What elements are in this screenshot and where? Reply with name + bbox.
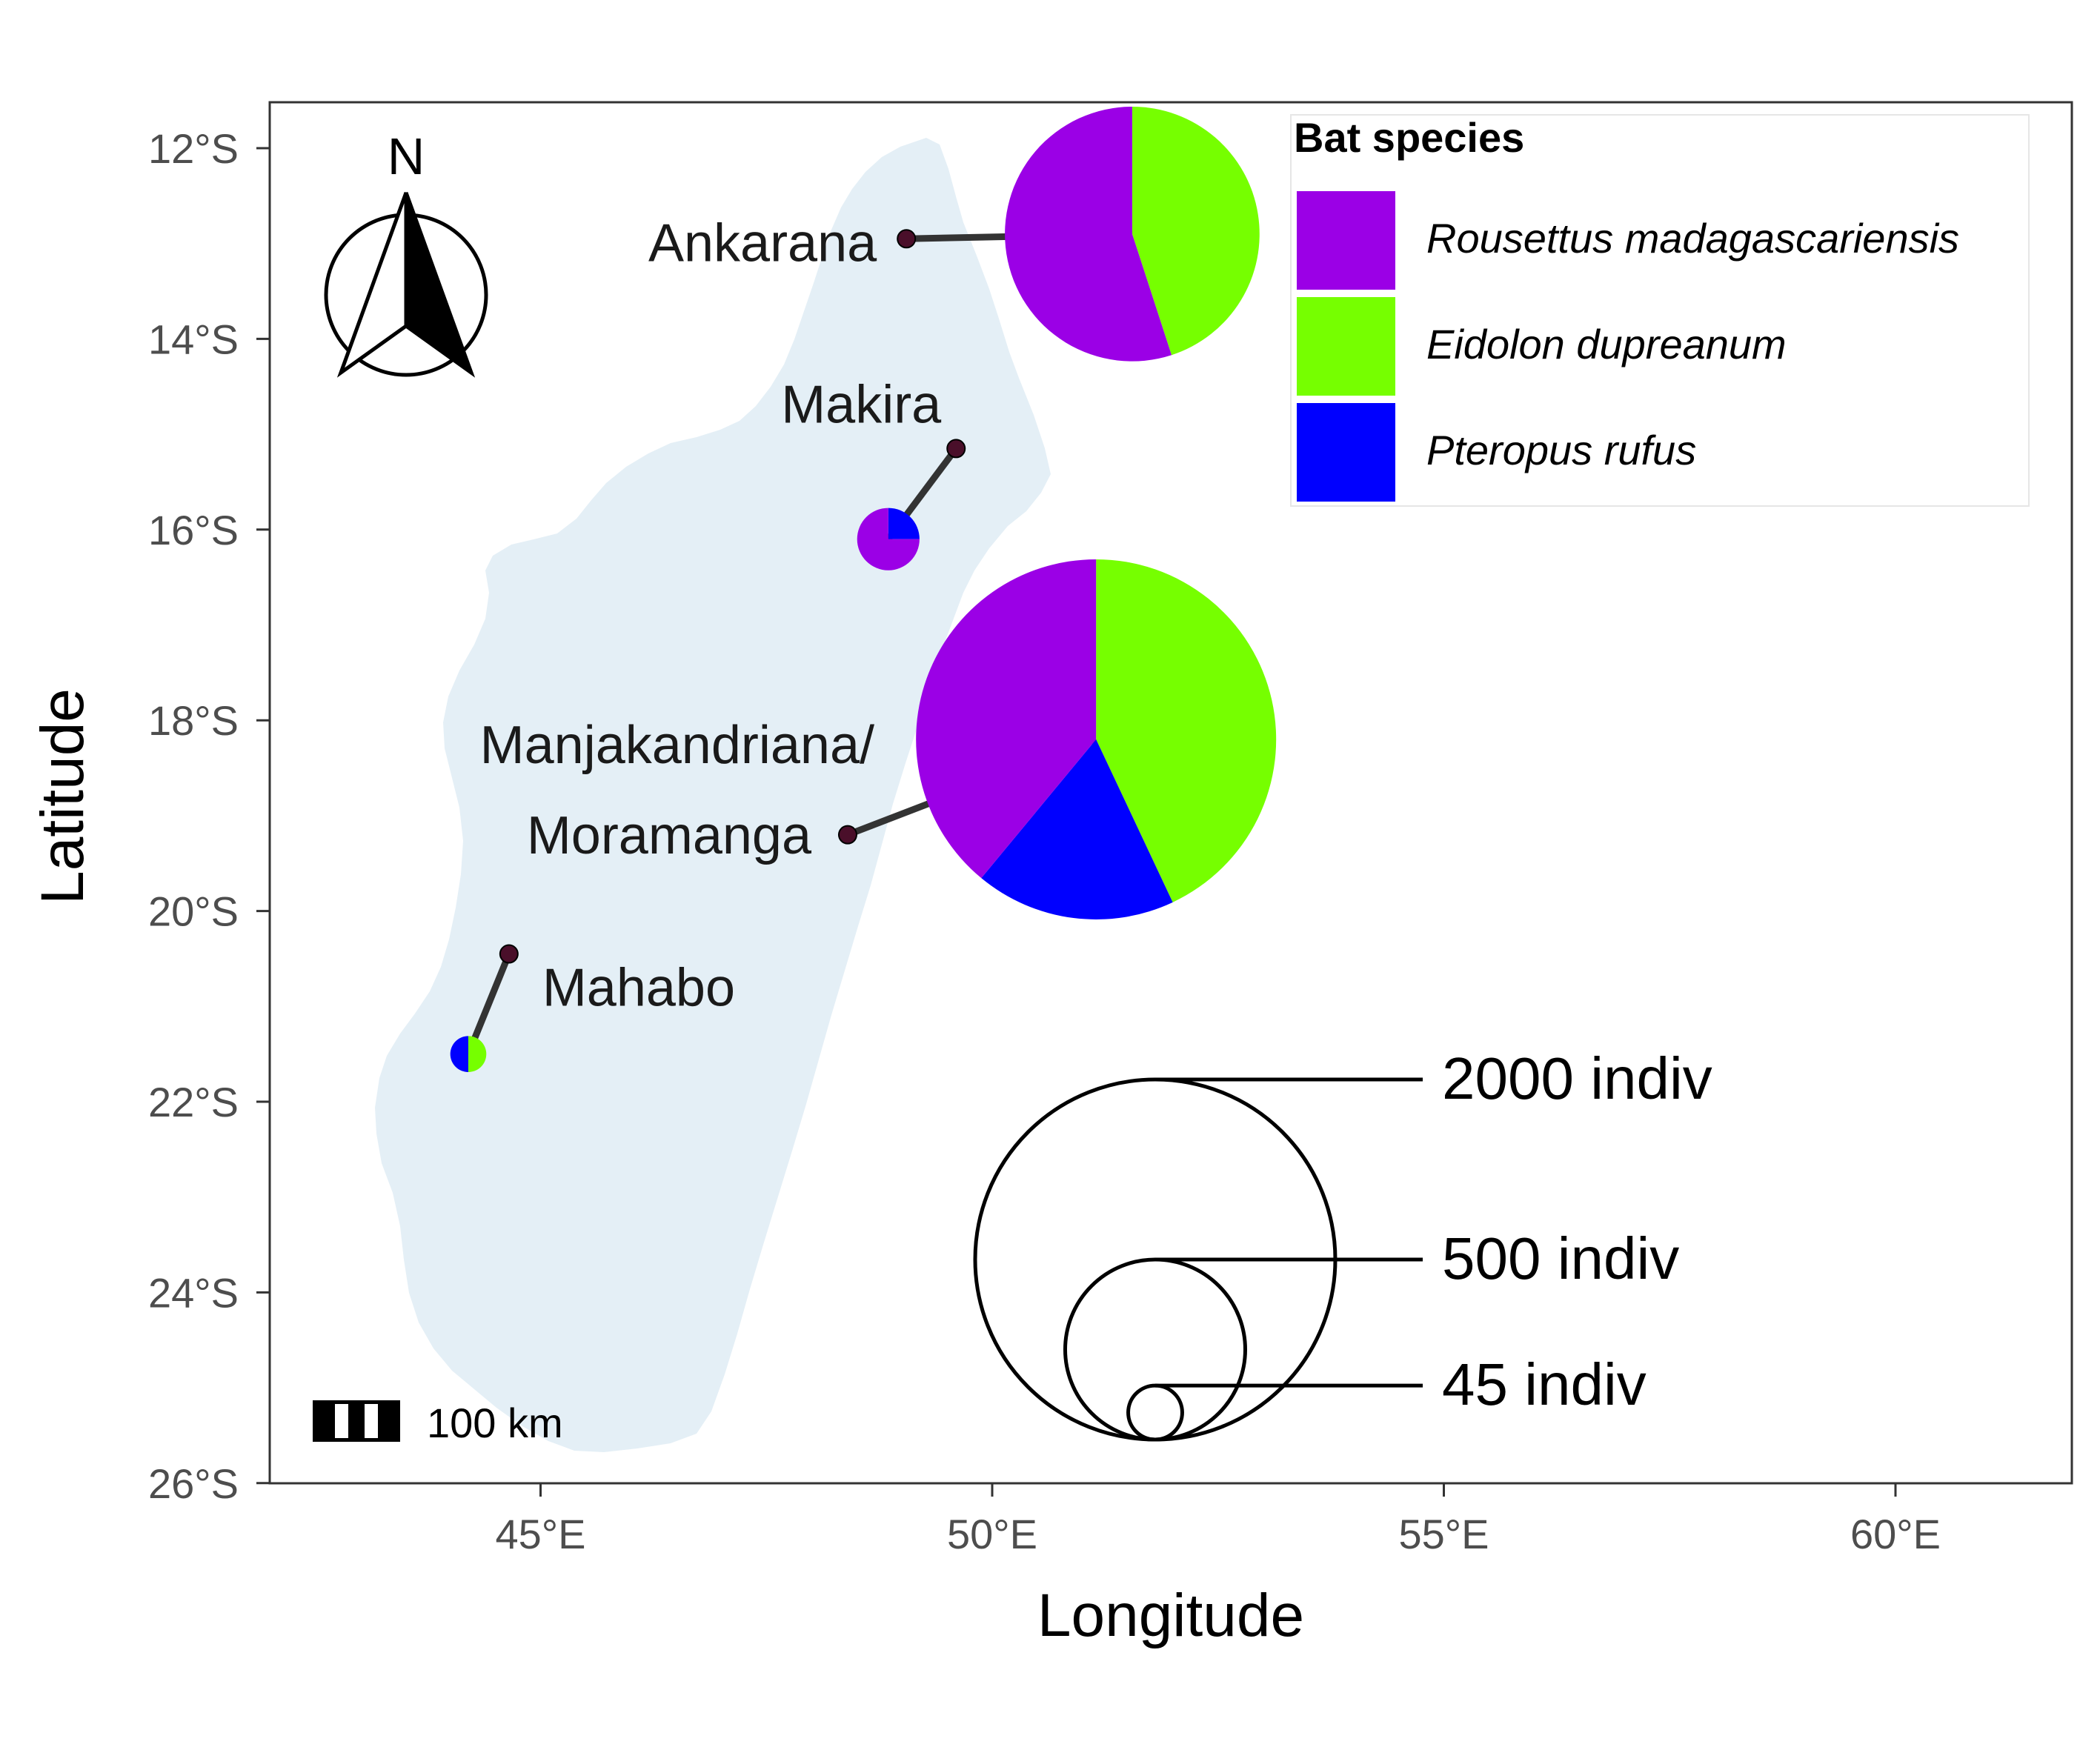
x-tick-label: 55°E: [1398, 1511, 1489, 1557]
legend-frame: [1290, 114, 2030, 507]
legend-swatch: [1297, 191, 1395, 290]
site-point: [897, 229, 917, 249]
site-label: Makira: [781, 375, 942, 434]
pie-slice: [1096, 559, 1277, 902]
size-legend-label: 500 indiv: [1442, 1225, 1679, 1291]
y-tick-label: 12°S: [148, 125, 239, 172]
legend-swatch: [1297, 403, 1395, 502]
site-label: Ankarana: [648, 213, 877, 273]
pie-slice: [857, 508, 920, 570]
site-point: [837, 825, 857, 845]
pie-slice: [1132, 107, 1260, 356]
scale-bar-label: 100 km: [427, 1400, 563, 1446]
legend-swatch: [1297, 297, 1395, 396]
site-point: [946, 439, 966, 459]
y-tick-label: 14°S: [148, 316, 239, 362]
y-tick-label: 24°S: [148, 1269, 239, 1316]
legend-label: Pteropus rufus: [1426, 427, 1696, 473]
legend-label: Eidolon dupreanum: [1426, 321, 1787, 367]
y-tick-label: 26°S: [148, 1460, 239, 1507]
pie-slice: [888, 508, 920, 539]
x-tick-label: 50°E: [947, 1511, 1037, 1557]
legend-label: Rousettus madagascariensis: [1426, 215, 1959, 262]
size-legend-label: 45 indiv: [1442, 1351, 1647, 1417]
species-legend: Bat species Rousettus madagascariensis Ei…: [1290, 114, 2030, 507]
north-arrow-label: N: [388, 127, 425, 185]
site-point: [499, 944, 519, 964]
x-axis: 45°E 50°E 55°E 60°E: [495, 1483, 1941, 1557]
legend-title: Bat species: [1294, 114, 1524, 161]
size-legend: 2000 indiv 500 indiv 45 indiv: [973, 1045, 1712, 1442]
x-tick-label: 60°E: [1850, 1511, 1941, 1557]
y-tick-label: 16°S: [148, 507, 239, 553]
pie-slice: [468, 1036, 487, 1072]
pie-slice: [450, 1036, 468, 1072]
plot-panel-border: [268, 101, 2073, 1485]
site-pies: [450, 107, 1277, 1072]
size-legend-circle: [1126, 1383, 1184, 1442]
size-legend-label: 2000 indiv: [1442, 1045, 1712, 1111]
y-tick-label: 20°S: [148, 888, 239, 935]
size-legend-circle: [1063, 1257, 1247, 1442]
site-label: Manjakandriana/: [480, 716, 874, 775]
scale-bar: 100 km: [313, 1400, 563, 1446]
site-points: [499, 229, 966, 964]
pie-slice: [981, 739, 1173, 919]
y-tick-label: 22°S: [148, 1079, 239, 1125]
leader-line: [465, 952, 513, 1056]
site-label: Moramanga: [527, 806, 812, 865]
x-axis-title: Longitude: [1037, 1582, 1304, 1649]
site-labels: Ankarana Makira Manjakandriana/Moramanga Ma…: [480, 213, 943, 1017]
madagascar-landmass: [375, 138, 1051, 1452]
north-arrow-icon: N: [324, 127, 488, 378]
y-axis-title: Latitude: [29, 688, 96, 905]
pie-slice: [916, 559, 1097, 879]
x-tick-label: 45°E: [495, 1511, 585, 1557]
y-axis: 12°S 14°S 16°S 18°S 20°S 22°S 24°S 26°S: [148, 125, 270, 1507]
pie-slice: [1005, 107, 1172, 362]
site-label: Mahabo: [542, 959, 735, 1018]
y-tick-label: 18°S: [148, 697, 239, 744]
